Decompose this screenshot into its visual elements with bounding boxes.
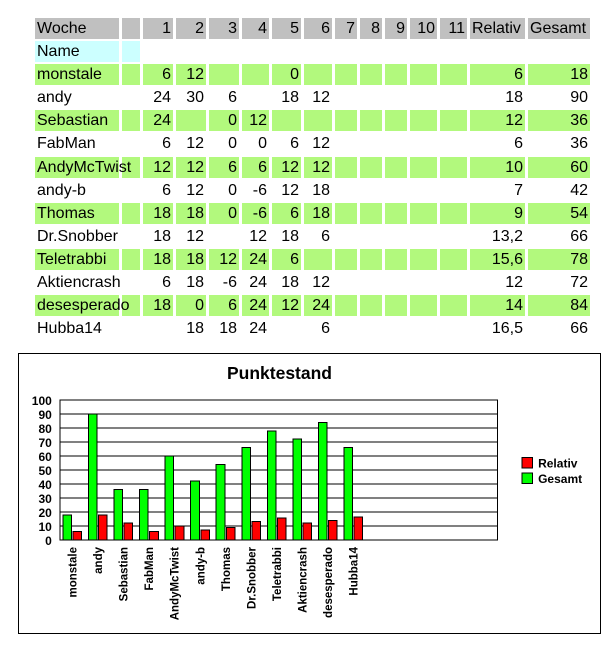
svg-text:Punktestand: Punktestand bbox=[227, 363, 332, 383]
svg-text:50: 50 bbox=[38, 464, 52, 478]
svg-text:Dr.Snobber: Dr.Snobber bbox=[246, 546, 258, 609]
svg-text:30: 30 bbox=[38, 492, 52, 506]
svg-text:Gesamt: Gesamt bbox=[538, 472, 582, 486]
svg-text:AndyMcTwist: AndyMcTwist bbox=[170, 547, 182, 620]
svg-text:monstale: monstale bbox=[68, 547, 80, 598]
svg-text:40: 40 bbox=[38, 478, 52, 492]
svg-text:FabMan: FabMan bbox=[144, 547, 156, 590]
svg-text:desesperado: desesperado bbox=[323, 547, 335, 618]
svg-text:100: 100 bbox=[32, 394, 52, 408]
svg-text:20: 20 bbox=[38, 506, 52, 520]
svg-text:andy: andy bbox=[93, 546, 105, 573]
svg-text:andy-b: andy-b bbox=[195, 547, 207, 585]
svg-text:Hubba14: Hubba14 bbox=[349, 546, 361, 595]
svg-text:Sebastian: Sebastian bbox=[119, 547, 131, 601]
svg-text:0: 0 bbox=[45, 534, 52, 548]
svg-text:Aktiencrash: Aktiencrash bbox=[297, 547, 309, 613]
svg-text:90: 90 bbox=[38, 408, 52, 422]
svg-text:Thomas: Thomas bbox=[221, 547, 233, 591]
svg-text:10: 10 bbox=[38, 520, 52, 534]
svg-text:Relativ: Relativ bbox=[538, 457, 578, 471]
svg-text:80: 80 bbox=[38, 422, 52, 436]
svg-text:Teletrabbi: Teletrabbi bbox=[272, 547, 284, 601]
svg-text:70: 70 bbox=[38, 436, 52, 450]
svg-text:60: 60 bbox=[38, 450, 52, 464]
